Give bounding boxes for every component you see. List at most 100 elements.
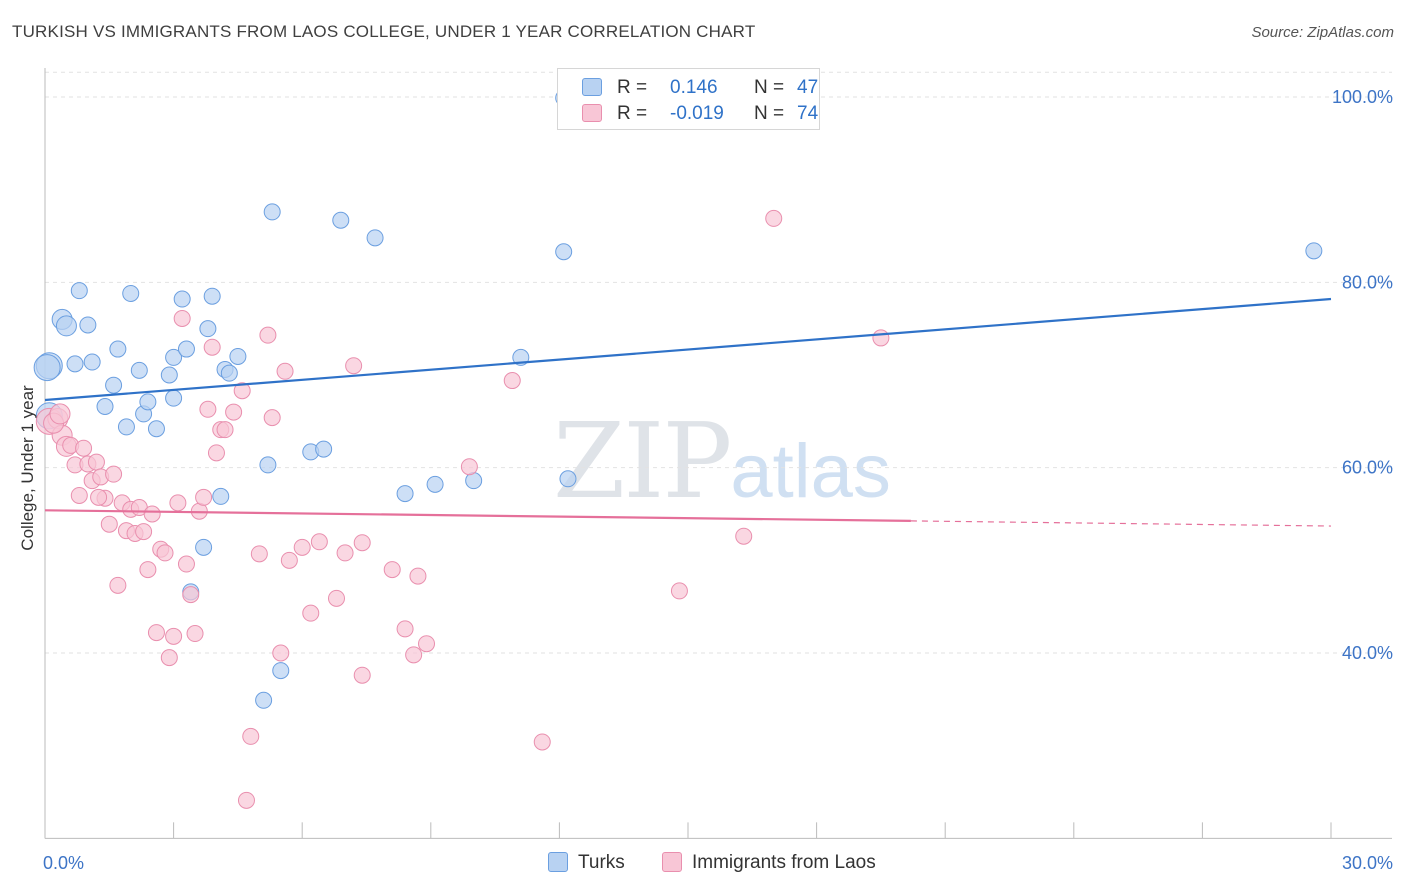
laos-swatch <box>582 104 602 122</box>
turks-point <box>105 376 123 394</box>
laos-point <box>49 403 71 425</box>
turks-point <box>122 284 140 302</box>
laos-point <box>90 488 108 506</box>
laos-point <box>233 382 251 400</box>
turks-point <box>160 366 178 384</box>
laos-point <box>70 486 88 504</box>
turks-point <box>147 420 165 438</box>
turks-point <box>366 229 384 247</box>
laos-point <box>237 791 255 809</box>
laos-point <box>75 439 93 457</box>
legend-n-value: 47 <box>797 77 819 98</box>
legend-r-value: -0.019 <box>670 103 724 124</box>
turks-point <box>396 485 414 503</box>
turks-point <box>195 538 213 556</box>
bottom-legend-turks: Turks <box>548 852 625 874</box>
turks-point <box>55 315 77 337</box>
laos-point <box>336 544 354 562</box>
turks-legend-label: Turks <box>578 852 625 873</box>
laos-point <box>670 582 688 600</box>
turks-trend-line <box>44 297 1332 402</box>
legend-r-label: R = <box>617 77 648 98</box>
turks-point <box>263 203 281 221</box>
turks-point <box>199 320 217 338</box>
laos-point <box>418 635 436 653</box>
y-tick-label: 80.0% <box>1342 272 1393 292</box>
laos-point <box>165 627 183 645</box>
laos-trend-line-dashed <box>910 520 1332 527</box>
laos-point <box>250 545 268 563</box>
laos-point <box>263 409 281 427</box>
laos-point <box>765 209 783 227</box>
laos-legend-swatch <box>662 852 682 872</box>
turks-point <box>272 662 290 680</box>
y-axis-label: College, Under 1 year <box>18 385 37 551</box>
laos-point <box>302 604 320 622</box>
turks-point <box>33 354 61 382</box>
turks-point <box>83 353 101 371</box>
turks-point <box>332 211 350 229</box>
laos-point <box>353 534 371 552</box>
laos-point <box>242 727 260 745</box>
turks-point <box>177 340 195 358</box>
turks-point <box>70 282 88 300</box>
laos-point <box>199 400 217 418</box>
laos-point <box>735 527 753 545</box>
laos-point <box>503 372 521 390</box>
laos-point <box>310 533 328 551</box>
x-tick-label: 0.0% <box>43 853 84 873</box>
legend-n-label: N = <box>754 103 785 124</box>
turks-point <box>220 364 238 382</box>
laos-point <box>345 357 363 375</box>
laos-point <box>177 555 195 573</box>
laos-point <box>460 458 478 476</box>
laos-point <box>533 733 551 751</box>
laos-point <box>100 515 118 533</box>
laos-point <box>207 444 225 462</box>
laos-point <box>186 625 204 643</box>
laos-point <box>280 551 298 569</box>
laos-point <box>143 505 161 523</box>
laos-trend-line <box>44 509 911 523</box>
legend-r-label: R = <box>617 103 648 124</box>
turks-point <box>139 393 157 411</box>
x-tick-label: 30.0% <box>1342 853 1393 873</box>
laos-point <box>353 666 371 684</box>
turks-point <box>212 487 230 505</box>
turks-point <box>229 347 247 365</box>
laos-point <box>156 544 174 562</box>
turks-point <box>315 440 333 458</box>
laos-point <box>169 494 187 512</box>
stats-legend: R = 0.146 N = 47 R = -0.019 N = 74 <box>557 68 820 130</box>
turks-point <box>559 470 577 488</box>
laos-point <box>109 576 127 594</box>
turks-swatch <box>582 78 602 96</box>
y-tick-label: 40.0% <box>1342 643 1393 663</box>
laos-legend-label: Immigrants from Laos <box>692 852 876 873</box>
turks-point <box>130 361 148 379</box>
turks-point <box>109 340 127 358</box>
turks-point <box>259 456 277 474</box>
turks-point <box>173 290 191 308</box>
laos-point <box>147 624 165 642</box>
legend-r-value: 0.146 <box>670 77 718 98</box>
turks-legend-swatch <box>548 852 568 872</box>
laos-point <box>173 309 191 327</box>
turks-point <box>255 691 273 709</box>
laos-point <box>872 329 890 347</box>
chart-title: TURKISH VS IMMIGRANTS FROM LAOS COLLEGE,… <box>12 22 756 41</box>
laos-point <box>160 649 178 667</box>
turks-point <box>203 287 221 305</box>
turks-point <box>96 398 114 416</box>
turks-point <box>555 243 573 261</box>
turks-point <box>117 418 135 436</box>
watermark-zip: ZIP <box>553 400 732 522</box>
laos-point <box>225 403 243 421</box>
laos-point <box>139 561 157 579</box>
laos-point <box>135 523 153 541</box>
watermark: ZIPatlas <box>553 400 891 522</box>
turks-point <box>79 316 97 334</box>
turks-point <box>1305 242 1323 260</box>
laos-point <box>182 586 200 604</box>
